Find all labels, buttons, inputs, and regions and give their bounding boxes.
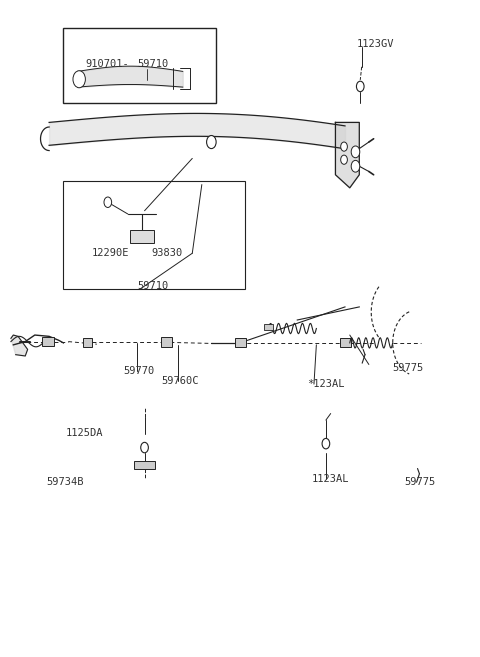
Text: 1123GV: 1123GV [357, 39, 395, 49]
Polygon shape [11, 335, 28, 356]
Text: 910701-: 910701- [85, 58, 129, 68]
Bar [134, 461, 155, 469]
Bar [63, 181, 245, 289]
Text: 1123AL: 1123AL [312, 474, 349, 484]
Bar [264, 324, 274, 330]
Circle shape [357, 81, 364, 92]
Text: 59770: 59770 [123, 366, 155, 376]
Bar [235, 338, 246, 347]
Polygon shape [336, 122, 360, 188]
Circle shape [322, 438, 330, 449]
Circle shape [206, 135, 216, 148]
Text: 59775: 59775 [393, 363, 424, 373]
Text: 93830: 93830 [152, 248, 183, 258]
Circle shape [341, 142, 348, 151]
Bar [83, 338, 92, 347]
Text: 59710: 59710 [137, 58, 168, 68]
Text: 59710: 59710 [137, 281, 168, 291]
Circle shape [341, 155, 348, 164]
Text: *123AL: *123AL [307, 379, 344, 389]
Text: 12290E: 12290E [92, 248, 130, 258]
Circle shape [73, 71, 85, 88]
Circle shape [351, 146, 360, 158]
Circle shape [104, 197, 112, 208]
Bar [130, 231, 154, 244]
Text: 1125DA: 1125DA [66, 428, 103, 438]
Text: 59775: 59775 [405, 477, 436, 487]
Text: 59760C: 59760C [161, 376, 199, 386]
Bar [63, 28, 216, 102]
Bar [340, 338, 351, 347]
Bar [161, 337, 172, 348]
Circle shape [141, 442, 148, 453]
Bar [42, 337, 54, 346]
Text: 59734B: 59734B [47, 477, 84, 487]
Circle shape [351, 160, 360, 172]
